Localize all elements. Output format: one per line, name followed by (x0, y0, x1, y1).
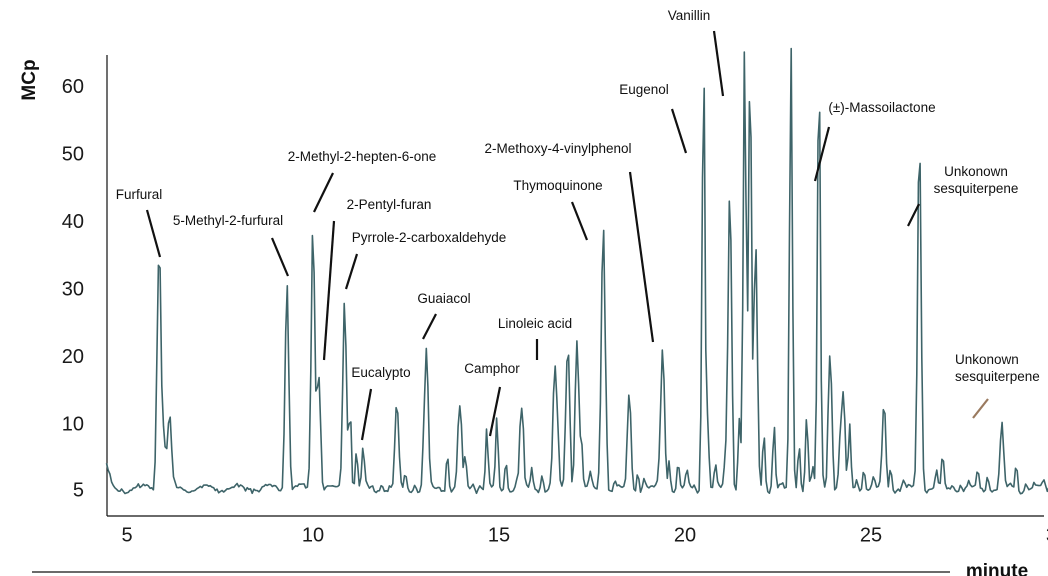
annotation-label: Linoleic acid (498, 316, 572, 331)
annotation-leader-line (344, 253, 359, 290)
annotation-label: Thymoquinone (513, 178, 602, 193)
annotation-leader-line (360, 388, 373, 441)
annotation-leader-line (813, 126, 831, 182)
annotation-label: Camphor (464, 361, 520, 376)
annotation-leader-line (145, 209, 162, 258)
y-tick-label: 10 (62, 413, 84, 435)
y-tick-label: 20 (62, 346, 84, 368)
y-tick-label: 5 (73, 479, 84, 501)
y-axis-label: MCp (19, 59, 40, 100)
chromatogram-trace (105, 47, 1048, 495)
annotation-leader-line (628, 171, 655, 343)
annotation-leader-line (322, 220, 336, 361)
annotation-leader-line (670, 108, 688, 154)
annotation-label: Eugenol (619, 82, 669, 97)
tick-group: 5 10 20 30 40 50 60 5 10 15 20 25 30 (62, 76, 1048, 547)
annotation-leader-line (570, 201, 589, 241)
annotation-leader-line (422, 313, 437, 340)
annotation-leader-line (488, 386, 502, 437)
annotation-leader-line (907, 203, 920, 227)
annotation-group: Furfural 5-Methyl-2-furfural 2-Methyl-2-he… (116, 8, 1040, 441)
y-tick-label: 40 (62, 211, 84, 233)
x-axis-label: minute (966, 561, 1028, 576)
annotation-leader-line (712, 30, 725, 97)
annotation-label: Furfural (116, 187, 163, 202)
annotation-label: Unkonown sesquiterpene (955, 352, 1040, 384)
y-tick-label: 50 (62, 143, 84, 165)
y-tick-label: 30 (62, 278, 84, 300)
annotation-leader-line (270, 237, 290, 277)
annotation-leader-line (972, 398, 989, 419)
annotation-leader-line (313, 172, 334, 213)
x-tick-label: 10 (302, 524, 324, 546)
annotation-label: 5-Methyl-2-furfural (173, 213, 283, 228)
x-tick-label: 25 (860, 524, 882, 546)
annotation-label: 2-Pentyl-furan (347, 197, 432, 212)
annotation-label: Vanillin (668, 8, 711, 23)
x-tick-label: 5 (121, 524, 132, 546)
annotation-label: Unkonown sesquiterpene (934, 164, 1019, 196)
x-tick-label: 30 (1046, 524, 1048, 546)
annotation-label: Pyrrole-2-carboxaldehyde (352, 230, 507, 245)
annotation-label: Guaiacol (417, 291, 470, 306)
x-tick-label: 20 (674, 524, 696, 546)
annotation-label: 2-Methyl-2-hepten-6-one (288, 149, 437, 164)
annotation-label: Eucalypto (351, 365, 410, 380)
x-tick-label: 15 (488, 524, 510, 546)
annotation-label: (±)-Massoilactone (828, 100, 935, 115)
annotation-label: 2-Methoxy-4-vinylphenol (484, 141, 631, 156)
y-tick-label: 60 (62, 76, 84, 98)
